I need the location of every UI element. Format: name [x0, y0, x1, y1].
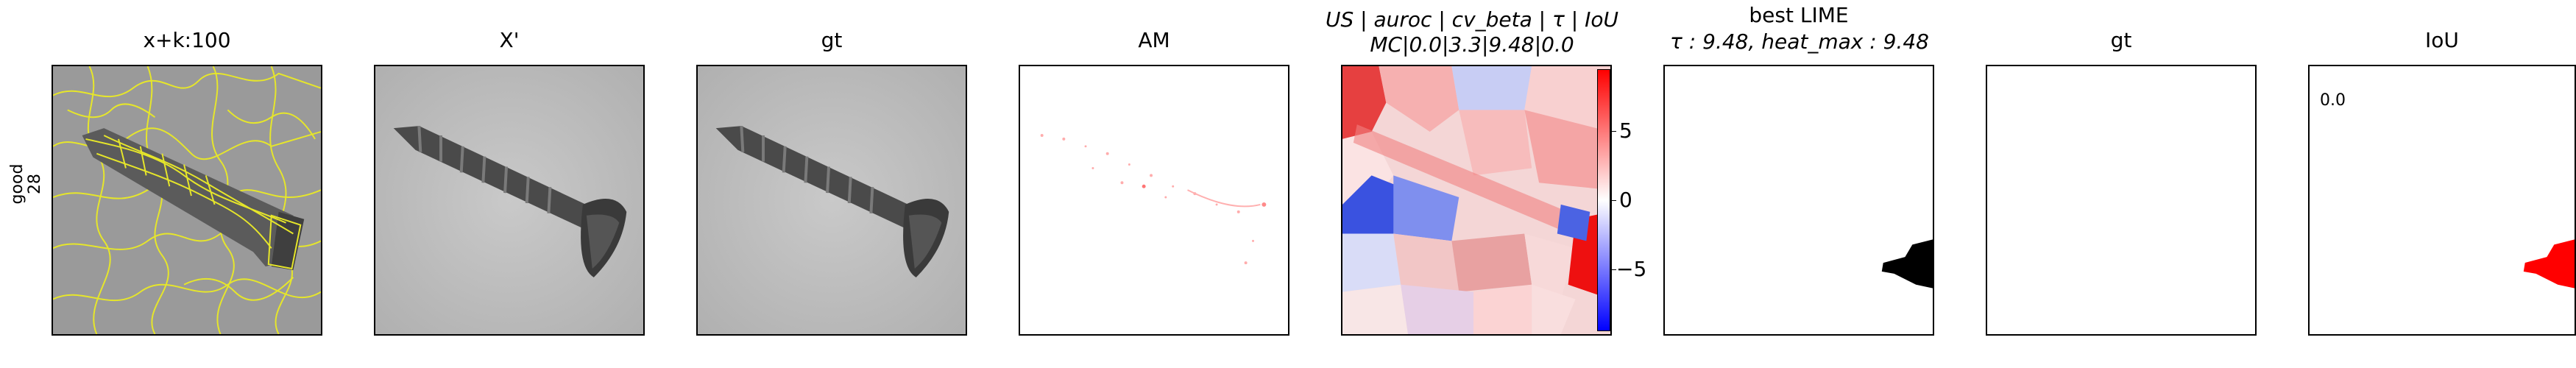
iou-value: 0.0	[2320, 91, 2346, 110]
panel-5-title-line1: US | auroc | cv_beta | τ | IoU	[1326, 7, 1618, 32]
panel-anomaly-map	[1019, 65, 1289, 336]
superpixel-image	[53, 66, 321, 334]
panel-us-heatmap	[1341, 65, 1612, 336]
colorbar-tick-0	[1610, 200, 1616, 201]
colorbar-label-0: 0	[1619, 188, 1632, 212]
panel-3-title: gt	[821, 28, 843, 52]
anomaly-map	[1020, 66, 1288, 334]
us-heatmap	[1342, 66, 1610, 334]
panel-input-image	[374, 65, 645, 336]
panel-iou: 0.0	[2308, 65, 2576, 336]
iou-region	[2523, 239, 2575, 289]
colorbar	[1597, 69, 1610, 331]
screw-boundaries	[85, 135, 302, 270]
gt-mask	[1987, 66, 2255, 334]
panel-gt-mask	[1986, 65, 2257, 336]
colorbar-label-5: 5	[1619, 118, 1632, 143]
row-label-class: good	[8, 163, 26, 205]
iou-overlay	[2310, 66, 2575, 334]
panel-8-title: IoU	[2425, 28, 2459, 52]
row-label: good 28	[8, 147, 44, 221]
panel-superpixel-image	[52, 65, 322, 336]
panel-lime-mask	[1663, 65, 1934, 336]
panel-6-title-line1: best LIME	[1749, 3, 1849, 27]
colorbar-tick-neg5	[1610, 269, 1616, 270]
panel-7-title: gt	[2110, 28, 2132, 52]
panel-1-title: x+k:100	[143, 28, 231, 52]
panel-gt-image	[696, 65, 967, 336]
panel-4-title: AM	[1138, 28, 1170, 52]
lime-mask	[1665, 66, 1933, 334]
panel-5-title-line2: MC|0.0|3.3|9.48|0.0	[1370, 32, 1574, 57]
row-label-index: 28	[26, 174, 44, 194]
panel-6-title-line2: τ : 9.48, heat_max : 9.48	[1670, 29, 1929, 54]
colorbar-tick-5	[1610, 131, 1616, 132]
input-image	[375, 66, 643, 334]
gt-image	[698, 66, 966, 334]
lime-mask-region	[1881, 239, 1933, 289]
colorbar-label-neg5: −5	[1616, 257, 1647, 281]
panel-2-title: X'	[499, 28, 520, 52]
